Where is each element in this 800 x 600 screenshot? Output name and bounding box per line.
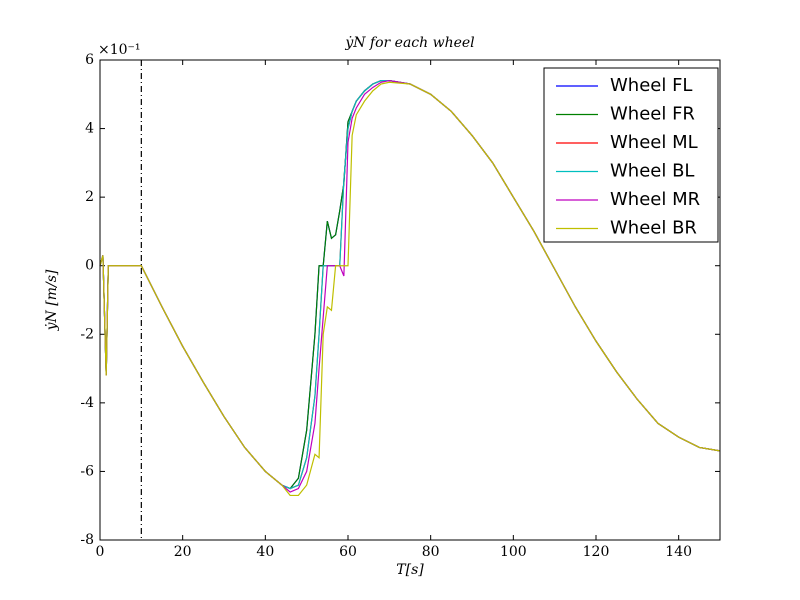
- series-line: [99, 81, 721, 497]
- chart-title: ẏN for each wheel: [344, 35, 474, 51]
- x-tick-label: 20: [174, 544, 192, 560]
- legend-label: Wheel MR: [610, 189, 700, 210]
- y-tick-label: -8: [80, 532, 94, 548]
- legend-label: Wheel BL: [610, 161, 694, 182]
- plot-frame: [99, 59, 721, 541]
- y-tick-label: -4: [80, 395, 94, 411]
- y-tick-label: 0: [85, 258, 94, 274]
- y-tick-label: 4: [85, 121, 94, 137]
- x-tick-label: 120: [583, 544, 610, 560]
- x-axis-label: T[s]: [396, 562, 424, 578]
- x-tick-label: 80: [422, 544, 440, 560]
- x-tick-label: 100: [500, 544, 527, 560]
- x-tick-label: 140: [665, 544, 692, 560]
- y-offset-label: ×10⁻¹: [98, 42, 141, 58]
- x-tick-label: 60: [339, 544, 357, 560]
- x-tick-label: 0: [96, 544, 105, 560]
- y-tick-label: 2: [85, 189, 94, 205]
- legend-label: Wheel FR: [610, 104, 695, 125]
- y-tick-label: -6: [80, 463, 94, 479]
- x-tick-label: 40: [256, 544, 274, 560]
- legend-label: Wheel FL: [610, 75, 692, 96]
- y-tick-label: 6: [85, 52, 94, 68]
- legend-label: Wheel BR: [610, 218, 697, 239]
- legend-box: [543, 67, 719, 243]
- y-axis-label: ẏN [m/s]: [44, 269, 60, 331]
- y-tick-label: -2: [80, 326, 94, 342]
- legend-label: Wheel ML: [610, 132, 698, 153]
